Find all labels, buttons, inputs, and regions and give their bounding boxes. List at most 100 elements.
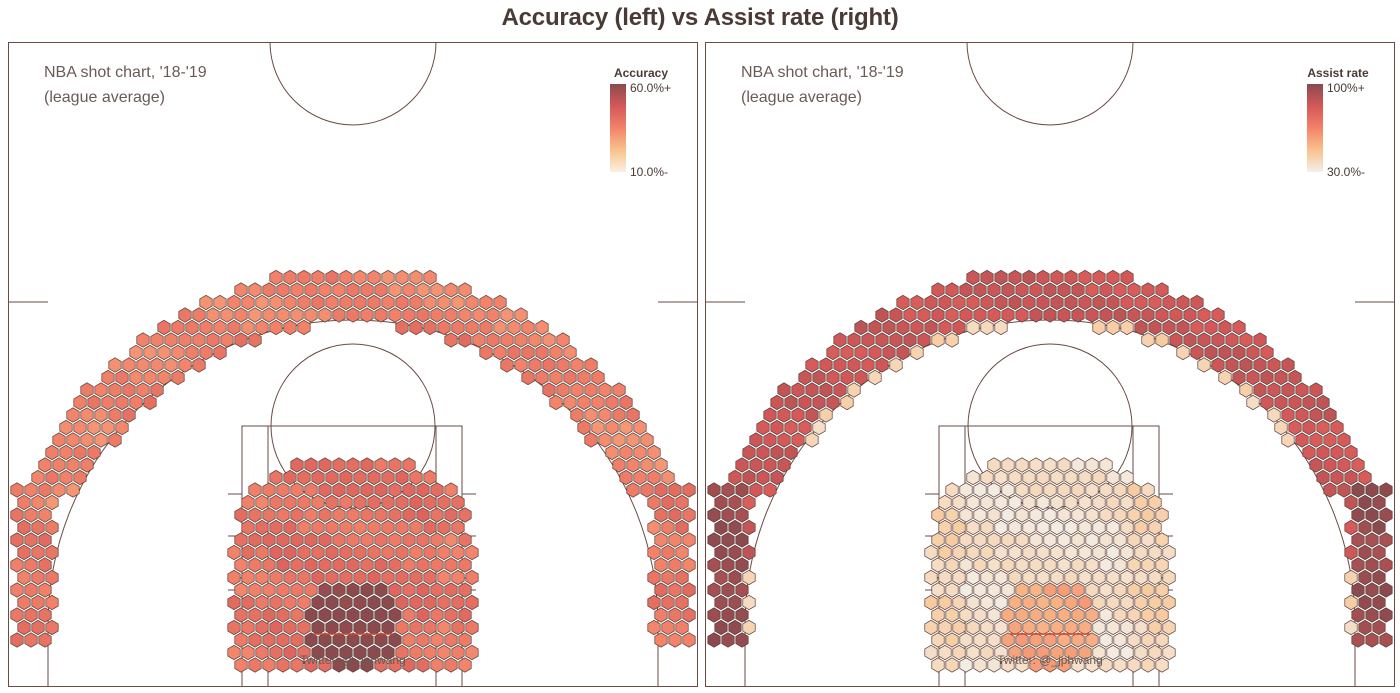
hexbin — [994, 519, 1008, 536]
hexbin — [735, 457, 749, 473]
hexbin — [952, 594, 966, 611]
hexbin — [1022, 619, 1036, 636]
hexbin — [1071, 307, 1085, 323]
hexbin — [931, 582, 945, 598]
hexbin — [318, 457, 332, 473]
hexbin — [353, 569, 367, 586]
hexbin — [1050, 594, 1064, 611]
hexbin — [269, 469, 283, 486]
hexbin — [1141, 632, 1155, 648]
hexbin — [707, 632, 721, 648]
hexbin — [721, 582, 735, 598]
hexbin — [798, 419, 812, 436]
hexbin — [360, 282, 374, 298]
hexbin — [1211, 307, 1225, 323]
hexbin — [1134, 519, 1148, 536]
hexbin — [374, 532, 388, 548]
hexbin — [444, 332, 458, 348]
hexbin — [840, 394, 854, 411]
hexbin — [1197, 307, 1211, 323]
hexbin — [255, 644, 269, 661]
hexbin — [682, 607, 696, 623]
hexbin — [1064, 644, 1078, 661]
hexbin — [668, 607, 682, 623]
hexbin — [346, 582, 360, 598]
hexbin — [1085, 657, 1099, 673]
hexbin — [290, 607, 304, 623]
hexbin — [500, 357, 514, 373]
hexbin — [563, 394, 577, 411]
hexbin — [675, 519, 689, 536]
hexbin — [1162, 294, 1176, 311]
hexbin — [1057, 557, 1071, 573]
hexbin — [367, 269, 381, 286]
hexbin — [1120, 294, 1134, 311]
hexbin — [500, 307, 514, 323]
hexbin — [1092, 644, 1106, 661]
hexbin — [395, 594, 409, 611]
hexbin — [1022, 569, 1036, 586]
hexbin — [290, 307, 304, 323]
hexbin — [325, 644, 339, 661]
hexbin — [1295, 432, 1309, 448]
hexbin — [381, 494, 395, 511]
hexbin — [276, 307, 290, 323]
hexbin — [143, 369, 157, 386]
hexbin — [647, 494, 661, 511]
hexbin — [619, 394, 633, 411]
hexbin — [311, 619, 325, 636]
hexbin — [38, 532, 52, 548]
hexbin — [402, 657, 416, 673]
hexbin — [931, 557, 945, 573]
hexbin — [1281, 432, 1295, 448]
colorbar-min-label: 10.0%- — [630, 165, 668, 179]
hexbin — [31, 519, 45, 536]
hexbin — [742, 594, 756, 611]
hexbin — [756, 419, 770, 436]
hexbin — [388, 457, 402, 473]
hexbin — [1064, 619, 1078, 636]
hexbin — [861, 357, 875, 373]
hexbin — [945, 607, 959, 623]
hexbin — [52, 457, 66, 473]
hexbin — [402, 607, 416, 623]
hexbin — [819, 382, 833, 398]
hexbin — [1127, 532, 1141, 548]
hexbin — [682, 632, 696, 648]
hexbin — [87, 394, 101, 411]
hexbin — [437, 294, 451, 311]
hexbin — [528, 332, 542, 348]
hexbin — [633, 419, 647, 436]
hexbin — [325, 294, 339, 311]
hexbin — [465, 294, 479, 311]
hexbin — [735, 632, 749, 648]
hexbin — [1078, 544, 1092, 561]
hexbin — [973, 507, 987, 523]
colorbar-min-label: 30.0%- — [1327, 165, 1365, 179]
hexbin — [17, 569, 31, 586]
hexbin — [721, 532, 735, 548]
hexbin — [255, 569, 269, 586]
hexbin — [952, 519, 966, 536]
hexbin — [1134, 494, 1148, 511]
hexbin — [311, 469, 325, 486]
hexbin — [395, 619, 409, 636]
hexbin — [59, 419, 73, 436]
hexbin — [52, 432, 66, 448]
hexbin — [1050, 544, 1064, 561]
hexbin — [10, 507, 24, 523]
hexbin — [1330, 444, 1344, 461]
hexbin — [1036, 544, 1050, 561]
hexbin — [339, 594, 353, 611]
hexbin — [1015, 282, 1029, 298]
hexbin — [1092, 294, 1106, 311]
hexbin — [612, 382, 626, 398]
hexbin — [297, 569, 311, 586]
hexbin — [339, 569, 353, 586]
hexbin — [1050, 294, 1064, 311]
hexbin — [458, 507, 472, 523]
hexbin — [1379, 582, 1393, 598]
hexbin — [318, 532, 332, 548]
hexbin — [136, 332, 150, 348]
hexbin — [605, 394, 619, 411]
